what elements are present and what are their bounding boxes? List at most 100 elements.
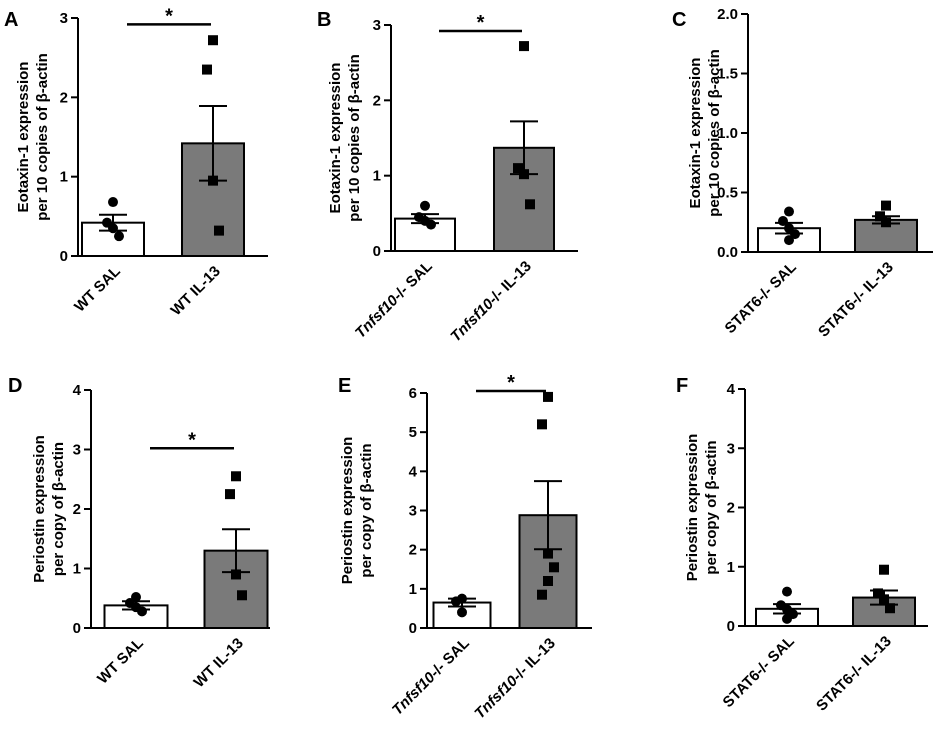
panel-b-point-il13 [525, 199, 535, 210]
panel-e-ylabel-line: per copy of β-actin [358, 443, 375, 577]
panel-a-point-sal [108, 223, 118, 234]
panel-b-xtick-label: Tnfsf10-/- IL-13 [447, 258, 534, 345]
panel-f-point-il13 [879, 564, 889, 575]
panel-c-point-sal [784, 235, 794, 246]
panel-d-ytick-label: 0 [73, 620, 81, 637]
panel-c-letter: C [672, 9, 686, 31]
panel-a-ylabel-line: Eotaxin-1 expression [15, 62, 32, 213]
panel-e: E 0 1 2 3 4 5 6 Periostin expression per copy of … [338, 372, 592, 722]
panel-a-point-sal [108, 197, 118, 208]
panel-f-letter: F [676, 375, 688, 397]
panel-b-point-sal [426, 219, 436, 230]
panel-d-point-il13 [237, 590, 247, 601]
panel-d-letter: D [8, 375, 22, 397]
panel-c-ylabel: Eotaxin-1 expression per 10 copies of β-a… [687, 49, 723, 217]
panel-e-xtick-label: Tnfsf10-/- SAL [389, 635, 473, 719]
panel-b-xtick-label: Tnfsf10-/- SAL [352, 258, 436, 342]
panel-b-ytick-label: 1 [373, 168, 381, 185]
panel-d-ylabel: Periostin expression per copy of β-actin [31, 435, 67, 583]
panel-d-point-sal [137, 606, 147, 617]
panel-e-point-il13 [543, 576, 553, 586]
panel-b-ytick-label: 0 [373, 243, 381, 260]
panel-d-ytick-label: 3 [73, 442, 81, 459]
panel-d-ytick-label: 2 [73, 501, 81, 518]
panel-c-point-sal [784, 206, 794, 217]
panel-e-letter: E [338, 375, 351, 397]
panel-a-point-sal [114, 231, 124, 242]
panel-e-point-il13 [543, 548, 553, 559]
panel-a-xtick-label: WT IL-13 [168, 263, 224, 319]
panel-f-ylabel-line: Periostin expression [684, 434, 701, 582]
panel-e-xtick-label-italic: Tnfsf10 [471, 672, 521, 722]
panel-f-ytick-label: 1 [727, 559, 735, 576]
panel-f-point-il13 [873, 588, 883, 599]
panel-a-ylabel: Eotaxin-1 expression per 10 copies of β-a… [15, 53, 51, 221]
panel-f-ylabel: Periostin expression per copy of β-actin [684, 434, 720, 582]
panel-c-ylabel-line: Eotaxin-1 expression [687, 58, 704, 209]
panel-c-point-il13 [881, 200, 891, 211]
panel-e-ytick-label: 0 [409, 620, 417, 637]
panel-b-xtick-label-italic: Tnfsf10 [352, 292, 402, 342]
panel-d-significance-star: * [188, 429, 196, 451]
panel-e-point-il13 [537, 419, 547, 430]
panel-c: C 0.0 0.5 1.0 1.5 2.0 Eotaxin-1 expression per … [672, 6, 933, 341]
panel-c-ytick-label: 0.5 [717, 185, 738, 202]
panel-e-ytick-label: 2 [409, 542, 417, 559]
panel-c-ytick-label: 0.0 [717, 244, 738, 261]
panel-c-point-il13 [875, 211, 885, 222]
panel-e-ytick-label: 5 [409, 424, 417, 441]
panel-e-xtick-label: Tnfsf10-/- IL-13 [471, 635, 558, 722]
panel-d-point-il13 [225, 489, 235, 500]
panel-e-xtick-label-rest: -/- SAL [427, 635, 473, 681]
panel-d-ytick-label: 4 [73, 382, 82, 399]
panel-f-point-sal [782, 586, 792, 597]
panel-d-point-il13 [231, 569, 241, 580]
panel-f-ylabel-line: per copy of β-actin [703, 440, 720, 574]
panel-c-ylabel-line: per 10 copies of β-actin [706, 49, 723, 217]
panel-a-xtick-label: WT SAL [71, 263, 124, 316]
panel-f: F 0 1 2 3 4 Periostin expression per copy of β-… [676, 375, 928, 715]
panel-d-xtick-label: WT SAL [94, 635, 147, 688]
panel-d-xtick-label: WT IL-13 [191, 635, 247, 691]
panel-e-point-sal [451, 596, 461, 607]
panel-f-point-il13 [885, 603, 895, 614]
panel-a-point-il13 [202, 64, 212, 75]
panel-d-point-il13 [231, 471, 241, 482]
panel-f-point-il13 [879, 594, 889, 605]
panel-c-ytick-label: 2.0 [717, 6, 738, 23]
panel-d: D 0 1 2 3 4 Periostin expression per copy of β-… [8, 375, 270, 691]
panel-e-point-sal [457, 607, 467, 618]
panel-e-ylabel: Periostin expression per copy of β-actin [339, 437, 375, 585]
panel-e-ylabel-line: Periostin expression [339, 437, 356, 585]
panel-e-xtick-label-italic: Tnfsf10 [389, 669, 439, 719]
panel-f-ytick-label: 4 [727, 381, 736, 398]
panel-a-letter: A [4, 9, 18, 31]
panel-c-ytick-label: 1.5 [717, 66, 738, 83]
panel-b-point-il13 [519, 41, 529, 52]
panel-e-point-il13 [543, 391, 553, 402]
panel-b-ytick-label: 3 [373, 17, 381, 34]
panel-e-ytick-label: 3 [409, 503, 417, 520]
panel-b-ylabel-line: per 10 copies of β-actin [346, 54, 363, 222]
panel-b-ylabel-line: Eotaxin-1 expression [327, 63, 344, 214]
panel-a-significance-star: * [165, 5, 173, 27]
panel-f-xtick-label: STAT6-/- IL-13 [813, 633, 895, 715]
panel-c-ytick-label: 1.0 [717, 125, 738, 142]
panel-b-xtick-label-rest: -/- IL-13 [485, 258, 535, 308]
panel-d-ytick-label: 1 [73, 561, 81, 578]
panel-b-point-il13 [513, 163, 523, 174]
panel-b-xtick-label-italic: Tnfsf10 [447, 295, 497, 345]
panel-e-point-il13 [549, 562, 559, 573]
panel-a-ylabel-line: per 10 copies of β-actin [34, 53, 51, 221]
panel-b-significance-star: * [477, 12, 485, 34]
panel-b-xtick-label-rest: -/- SAL [390, 258, 436, 304]
panel-b-point-il13 [519, 169, 529, 180]
panel-f-point-sal [782, 613, 792, 624]
panel-a-ytick-label: 3 [60, 10, 68, 27]
panel-a-point-il13 [214, 225, 224, 236]
panel-f-ytick-label: 0 [727, 618, 735, 635]
panel-f-ytick-label: 3 [727, 440, 735, 457]
panel-e-ytick-label: 1 [409, 581, 417, 598]
panel-a-ytick-label: 1 [60, 169, 68, 186]
